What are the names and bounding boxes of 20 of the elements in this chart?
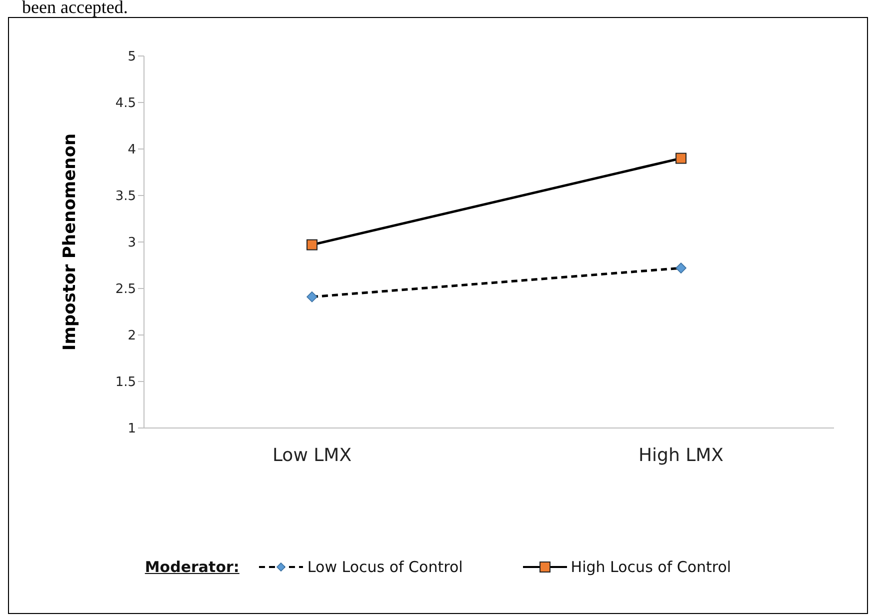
y-tick-label: 3.5 (115, 189, 136, 204)
y-tick-label: 4.5 (115, 96, 136, 112)
x-tick-label: High LMX (638, 444, 724, 466)
y-tick-label: 2.5 (115, 282, 136, 298)
point (306, 239, 318, 250)
x-tick-label: Low LMX (272, 444, 352, 466)
y-axis-title: Impostor Phenomenon (60, 133, 80, 351)
legend-label: High Locus of Control (570, 558, 732, 576)
y-tick-label: 1 (128, 422, 136, 437)
y-tick-label: 4 (128, 142, 136, 158)
y-tick-label: 1.5 (115, 375, 136, 390)
y-tick-label: 2 (128, 328, 136, 344)
y-tick-label: 3 (128, 236, 136, 251)
y-tick-label: 5 (128, 50, 136, 65)
legend-title: Moderator: (144, 558, 240, 576)
text: been accepted. (22, 0, 128, 17)
legend-label: Low Locus of Control (307, 558, 463, 576)
point (676, 262, 686, 274)
point (306, 291, 318, 302)
point (676, 152, 686, 164)
